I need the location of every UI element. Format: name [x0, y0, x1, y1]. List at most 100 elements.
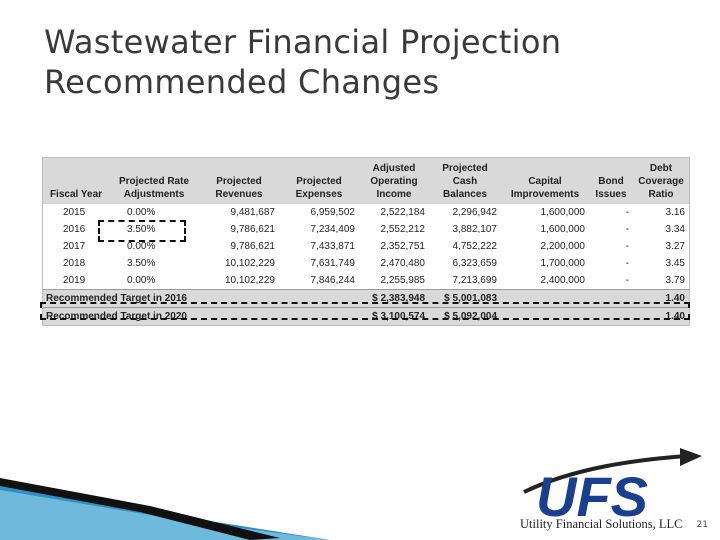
target-cell: $ 5,001,083 [429, 289, 501, 308]
column-header-line: Income [376, 189, 412, 200]
column-header-line [46, 175, 106, 188]
column-header-line: Capital [528, 176, 562, 187]
table-cell: 6,959,502 [279, 203, 359, 221]
column-header-line [504, 162, 586, 175]
column-header-line: Improvements [510, 189, 580, 200]
column-header-line: Projected [216, 176, 262, 187]
column-header-line: Balances [443, 189, 487, 200]
target-row: Recommended Target in 2020 $ 3,100,574 $ 5… [43, 307, 689, 325]
table-cell: 10,102,229 [224, 275, 275, 286]
table-row: 2019 0.00% 10,102,229 7,846,244 2,255,985 7,2… [43, 272, 689, 290]
column-header: Fiscal Year [43, 158, 109, 204]
table-cell: 7,213,699 [452, 275, 498, 286]
column-header-line: Debt [649, 163, 673, 174]
column-header-line: Projected Rate [118, 176, 190, 187]
column-header-line: Cash [452, 176, 478, 187]
table-cell: 3.79 [665, 275, 685, 286]
column-header: Projected Cash Balances [429, 158, 501, 204]
table-cell: 0.00% [127, 241, 156, 252]
column-header-line: Expenses [295, 189, 343, 200]
table-cell: 2,296,942 [429, 203, 501, 221]
decorative-swoosh [0, 478, 330, 540]
column-header-line [46, 162, 106, 175]
table-cell: - [625, 258, 629, 269]
ufs-logo: UFS [523, 448, 702, 528]
table-cell: 0.00% [109, 203, 199, 221]
table-cell: 2019 [63, 275, 86, 286]
table-cell: 2,522,184 [359, 203, 429, 221]
target-cell: $ 5,092,004 [429, 307, 501, 325]
column-header-line: Fiscal Year [49, 189, 103, 200]
table-cell: 7,433,871 [310, 241, 356, 252]
table-cell: 2,552,212 [380, 224, 426, 235]
column-header: Projected Rate Adjustments [109, 158, 199, 204]
table-cell: 3.27 [665, 241, 685, 252]
table-row: 2017 0.00% 9,786,621 7,433,871 2,352,751 4,75… [43, 238, 689, 255]
table-cell: - [625, 224, 629, 235]
table-row: 2015 0.00% 9,481,687 6,959,502 2,522,184 2,29… [43, 203, 689, 221]
column-header-line [592, 162, 630, 175]
table-cell: 2018 [63, 258, 86, 269]
table-cell: 2,255,985 [380, 275, 426, 286]
table-cell: 6,323,659 [452, 258, 498, 269]
title-line-2: Recommended Changes [44, 63, 440, 101]
column-header-line: Adjustments [123, 189, 185, 200]
projection-table: Fiscal Year Projected Rate Adjustments Pr… [43, 158, 689, 325]
column-header-line: Revenues [215, 189, 263, 200]
table-cell: 3.50% [127, 258, 156, 269]
title-line-1: Wastewater Financial Projection [44, 23, 562, 61]
table-cell: 7,234,409 [310, 224, 356, 235]
table-body: 2015 0.00% 9,481,687 6,959,502 2,522,184 2,29… [43, 203, 689, 325]
column-header: Projected Revenues [199, 158, 279, 204]
column-header-line: Bond [598, 176, 624, 187]
column-header-line: Projected [442, 163, 488, 174]
table-cell: - [589, 203, 633, 221]
table-cell: 1,600,000 [540, 224, 586, 235]
column-header: Projected Expenses [279, 158, 359, 204]
table-cell: 2,470,480 [380, 258, 426, 269]
column-header: Bond Issues [589, 158, 633, 204]
target-cell: Recommended Target in 2020 [43, 307, 359, 325]
target-cell: $ 3,100,574 [359, 307, 429, 325]
table-cell: 0.00% [127, 275, 156, 286]
table-cell: 7,631,749 [310, 258, 356, 269]
table-cell: 2016 [63, 224, 86, 235]
table-cell: 2,200,000 [540, 241, 586, 252]
table-cell: 3.34 [665, 224, 685, 235]
target-cell: 1.40 [633, 307, 689, 325]
column-header-line: Projected [296, 176, 342, 187]
column-header-line: Adjusted [372, 163, 416, 174]
target-cell: $ 2,383,948 [359, 289, 429, 308]
column-header-line [202, 162, 276, 175]
table-cell: 3,882,107 [452, 224, 498, 235]
target-empty-cell [501, 307, 633, 325]
table-cell: 1,700,000 [540, 258, 586, 269]
target-row: Recommended Target in 2016 $ 2,383,948 $ 5… [43, 289, 689, 308]
column-header-line: Ratio [648, 189, 674, 200]
table-cell: 2015 [43, 203, 109, 221]
logo-company-name: Utility Financial Solutions, LLC [520, 517, 683, 531]
table-row: 2016 3.50% 9,786,621 7,234,409 2,552,212 3,88… [43, 221, 689, 238]
table-cell: - [625, 241, 629, 252]
projection-table-container: Fiscal Year Projected Rate Adjustments Pr… [42, 157, 690, 326]
table-cell: 10,102,229 [224, 258, 275, 269]
column-header-line: Coverage [638, 176, 684, 187]
table-cell: 9,786,621 [230, 241, 276, 252]
column-header-line: Operating [370, 176, 418, 187]
table-cell: - [625, 275, 629, 286]
table-cell: 3.45 [665, 258, 685, 269]
table-cell: 3.50% [127, 224, 156, 235]
table-cell: 1,600,000 [501, 203, 589, 221]
table-cell: 7,846,244 [310, 275, 356, 286]
table-cell: 3.16 [633, 203, 689, 221]
column-header: Debt Coverage Ratio [633, 158, 689, 204]
table-cell: 9,481,687 [199, 203, 279, 221]
page-number: 21 [696, 520, 708, 530]
column-header: Capital Improvements [501, 158, 589, 204]
column-header-line [282, 162, 356, 175]
table-cell: 4,752,222 [452, 241, 498, 252]
table-cell: 9,786,621 [230, 224, 276, 235]
column-header: Adjusted Operating Income [359, 158, 429, 204]
table-row: 2018 3.50% 10,102,229 7,631,749 2,470,480 6,3… [43, 255, 689, 272]
column-header-line: Issues [595, 189, 627, 200]
